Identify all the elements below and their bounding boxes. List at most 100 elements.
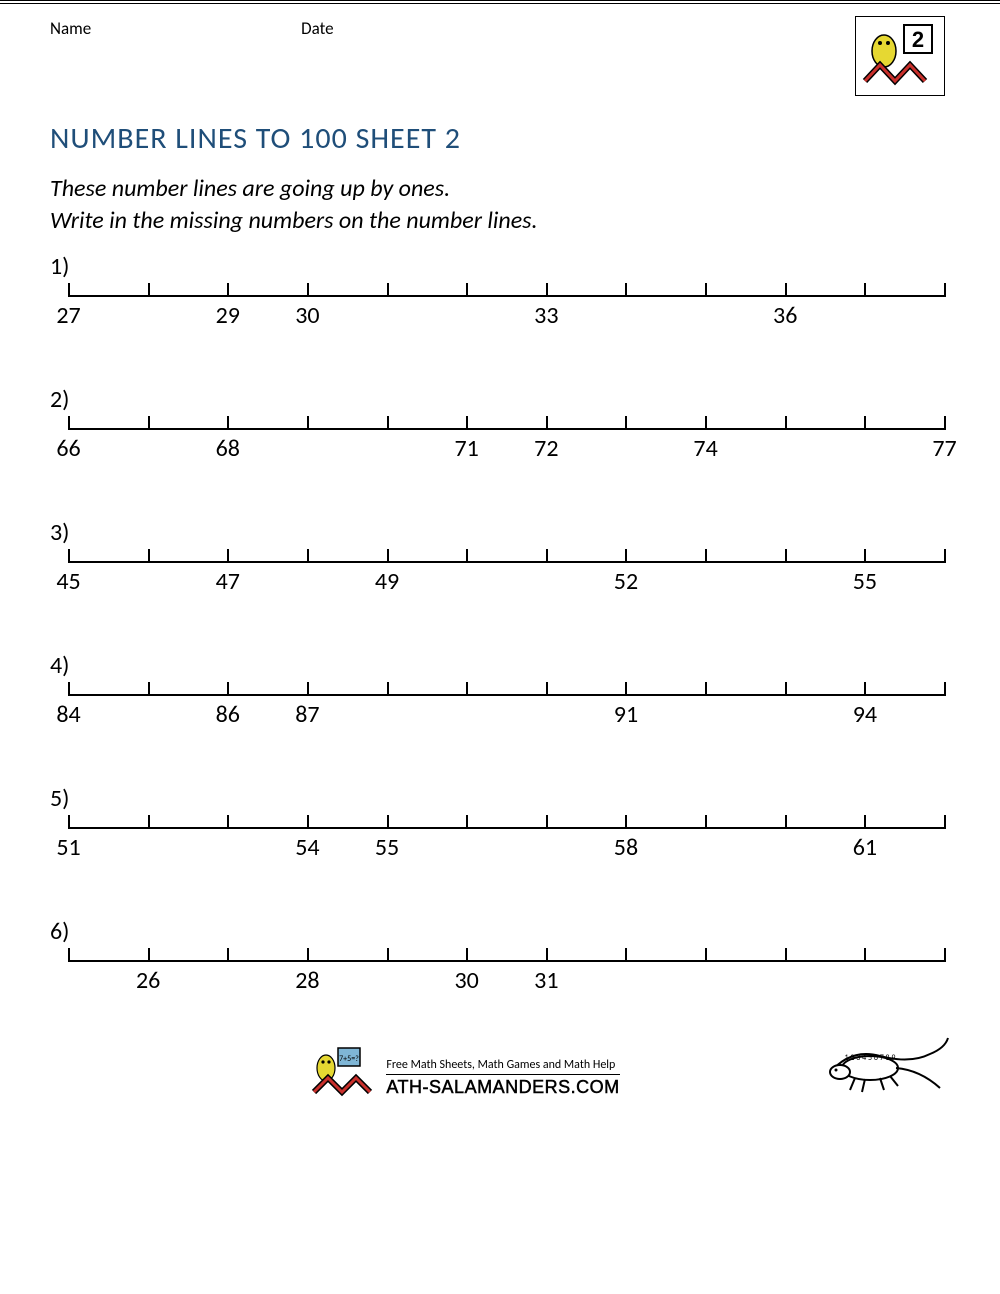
tick: 77 [944, 416, 945, 430]
tick [705, 682, 706, 696]
instructions: These number lines are going up by ones.… [0, 173, 1000, 246]
problems-container: 1)27293033362)6668717274773)45474952554)… [0, 252, 1000, 1008]
problem: 3)4547495255 [50, 518, 950, 609]
tick-mark [546, 283, 548, 297]
tick-mark [307, 549, 309, 563]
tick-mark [944, 283, 946, 297]
tick-mark [944, 948, 946, 962]
footer-site: ATH-SALAMANDERS.COM [386, 1077, 619, 1098]
tick: 55 [864, 549, 865, 563]
tick-mark [785, 815, 787, 829]
number-line-axis [68, 694, 944, 696]
tick [546, 815, 547, 829]
tick [227, 815, 228, 829]
tick: 30 [307, 283, 308, 297]
tick-mark [387, 549, 389, 563]
tick: 72 [546, 416, 547, 430]
number-line-axis [68, 561, 944, 563]
tick-label: 66 [56, 434, 80, 463]
tick: 58 [625, 815, 626, 829]
tick: 68 [227, 416, 228, 430]
tick: 26 [148, 948, 149, 962]
problem: 5)5154555861 [50, 784, 950, 875]
tick-label: 51 [56, 833, 80, 862]
tick: 33 [546, 283, 547, 297]
tick-label: 58 [614, 833, 638, 862]
tick-label: 84 [56, 700, 80, 729]
tick: 71 [466, 416, 467, 430]
number-line: 45 47 49 52 55 [68, 549, 944, 609]
salamander-grade-icon: 2 [860, 21, 940, 91]
tick-mark [148, 416, 150, 430]
tick-mark [944, 549, 946, 563]
tick [387, 416, 388, 430]
tick [387, 682, 388, 696]
tick-mark [387, 682, 389, 696]
problem-number: 5) [50, 784, 950, 813]
tick-mark [546, 815, 548, 829]
tick-mark [227, 416, 229, 430]
number-line-axis [68, 428, 944, 430]
tick-mark [546, 948, 548, 962]
tick: 91 [625, 682, 626, 696]
top-rule [0, 0, 1000, 4]
tick-mark [148, 815, 150, 829]
tick-mark [785, 549, 787, 563]
tick-label: 87 [295, 700, 319, 729]
tick: 45 [68, 549, 69, 563]
tick-label: 86 [216, 700, 240, 729]
tick-label: 52 [614, 567, 638, 596]
tick: 47 [227, 549, 228, 563]
tick-mark [307, 682, 309, 696]
tick [466, 815, 467, 829]
tick-mark [227, 948, 229, 962]
tick-mark [68, 549, 70, 563]
problem: 6)26283031 [50, 917, 950, 1008]
number-line: 666871727477 [68, 416, 944, 476]
instruction-line-2: Write in the missing numbers on the numb… [50, 205, 950, 237]
tick: 84 [68, 682, 69, 696]
tick: 66 [68, 416, 69, 430]
tick-mark [785, 416, 787, 430]
tick-mark [705, 815, 707, 829]
tick-label: 31 [534, 966, 558, 995]
tick-label: 27 [56, 301, 80, 330]
tick [625, 283, 626, 297]
tick [785, 416, 786, 430]
name-date-row: Name Date [50, 14, 334, 39]
tick-mark [625, 283, 627, 297]
tick-mark [944, 682, 946, 696]
tick [466, 549, 467, 563]
tick-mark [864, 416, 866, 430]
tick [864, 416, 865, 430]
number-line: 5154555861 [68, 815, 944, 875]
tick-mark [68, 815, 70, 829]
tick-label: 94 [853, 700, 877, 729]
tick-mark [864, 549, 866, 563]
number-line: 2729303336 [68, 283, 944, 343]
tick [944, 283, 945, 297]
tick [227, 948, 228, 962]
tick-mark [307, 948, 309, 962]
tick: 87 [307, 682, 308, 696]
problem: 4)8486879194 [50, 651, 950, 742]
tick-mark [148, 283, 150, 297]
tick-label: 71 [455, 434, 479, 463]
tick-mark [546, 549, 548, 563]
tick-label: 61 [853, 833, 877, 862]
footer-lizard-icon: 1 2 3 4 5 6 7 8 9 [820, 1028, 950, 1098]
tick-mark [307, 416, 309, 430]
tick [148, 416, 149, 430]
tick [944, 948, 945, 962]
tick: 28 [307, 948, 308, 962]
tick [466, 682, 467, 696]
number-line-axis [68, 960, 944, 962]
tick [148, 549, 149, 563]
number-line: 84 86 87 91 94 [68, 682, 944, 742]
tick: 49 [387, 549, 388, 563]
tick [148, 283, 149, 297]
tick [148, 815, 149, 829]
tick-mark [705, 283, 707, 297]
tick-mark [546, 682, 548, 696]
tick-mark [387, 815, 389, 829]
